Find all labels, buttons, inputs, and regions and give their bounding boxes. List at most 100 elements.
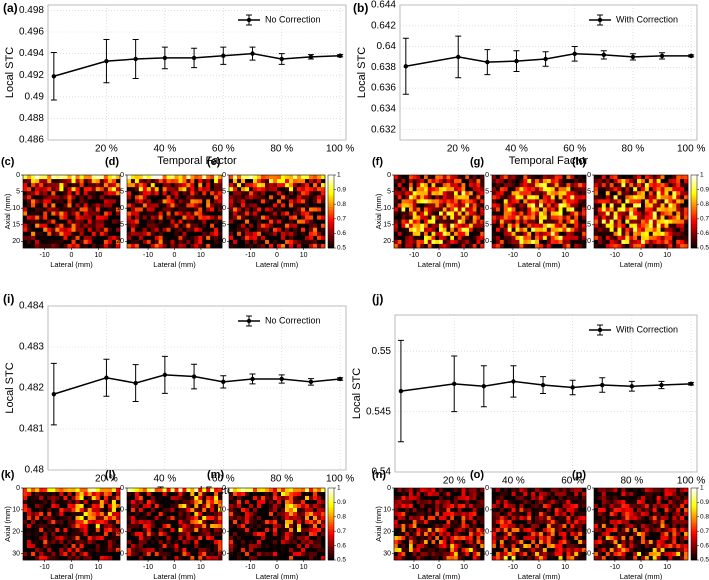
heatmap-cell	[424, 211, 429, 216]
heatmap-cell	[285, 540, 290, 545]
heatmap-cell	[194, 243, 199, 249]
heatmap-cell	[454, 532, 459, 537]
heatmap-cell	[539, 207, 544, 212]
heatmap-image	[492, 488, 587, 561]
heatmap-cell	[394, 203, 399, 208]
heatmap-cell	[613, 187, 618, 192]
heatmap-cell	[198, 552, 203, 557]
heatmap-cell	[412, 223, 417, 229]
heatmap-cell	[229, 235, 234, 241]
heatmap-cell	[59, 207, 64, 212]
heatmap-cell	[469, 215, 474, 220]
heatmap-cell	[273, 203, 278, 208]
heatmap-cell	[130, 215, 136, 220]
heatmap-cell	[574, 239, 579, 245]
heatmap-cell	[550, 223, 555, 229]
heatmap-cell	[499, 191, 505, 196]
heatmap-cell	[515, 187, 520, 192]
heatmap-cell	[27, 243, 32, 249]
heatmap-cell	[51, 536, 56, 541]
heatmap-cell	[313, 203, 318, 208]
heatmap-cell	[523, 203, 528, 208]
heatmap-cell	[446, 191, 451, 196]
heatmap-cell	[546, 227, 552, 233]
heatmap-cell	[91, 528, 97, 533]
heatmap-cell	[680, 195, 685, 200]
heatmap-cell	[397, 488, 402, 493]
heatmap-cell	[115, 536, 121, 541]
heatmap-cell	[601, 179, 607, 184]
heatmap-cell	[472, 243, 477, 249]
heatmap-cell	[182, 508, 187, 513]
heatmap-cell	[150, 243, 156, 249]
heatmap-cell	[301, 520, 306, 525]
heatmap-cell	[285, 191, 290, 196]
heatmap-cell	[134, 492, 140, 497]
heatmap-cell	[71, 191, 76, 196]
heatmap-cell	[130, 223, 136, 229]
heatmap-cell	[281, 187, 286, 192]
colorbar-segment	[691, 211, 697, 215]
heatmap-cell	[241, 191, 246, 196]
heatmap-cell	[35, 500, 40, 505]
heatmap-cell	[660, 175, 665, 180]
heatmap-cell	[194, 235, 199, 241]
heatmap-cell	[570, 223, 575, 229]
heatmap-cell	[511, 496, 516, 501]
heatmap-cell	[178, 183, 183, 188]
heatmap-cell	[439, 183, 444, 188]
heatmap-cell	[519, 243, 524, 249]
heatmap-cell	[218, 235, 223, 241]
heatmap-cell	[190, 207, 195, 212]
heatmap-cell	[31, 187, 36, 192]
heatmap-cell	[43, 520, 48, 525]
heatmap-cell	[566, 175, 571, 180]
heatmap-cell	[409, 211, 414, 216]
heatmap-cell	[605, 231, 610, 237]
heatmap-cell	[111, 179, 117, 184]
y-tick-label: 30	[218, 550, 226, 557]
heatmap-cell	[644, 231, 650, 237]
heatmap-cell	[597, 183, 603, 188]
heatmap-cell	[648, 211, 654, 216]
heatmap-cell	[570, 191, 575, 196]
heatmap-cell	[115, 207, 121, 212]
heatmap-cell	[277, 243, 282, 249]
heatmap-cell	[472, 183, 477, 188]
heatmap-cell	[265, 235, 270, 241]
heatmap-cell	[313, 532, 318, 537]
heatmap-cell	[454, 508, 459, 513]
heatmap-cell	[107, 504, 113, 509]
heatmap-cell	[523, 215, 528, 220]
heatmap-cell	[27, 239, 32, 245]
heatmap-cell	[245, 540, 250, 545]
heatmap-cell	[457, 203, 462, 208]
heatmap-cell	[668, 243, 673, 249]
heatmap-cell	[582, 235, 587, 241]
heatmap-cell	[609, 239, 614, 245]
heatmap-cell	[574, 215, 579, 220]
y-tick-label: 0	[120, 172, 124, 179]
heatmap-cell	[405, 512, 410, 517]
heatmap-cell	[43, 235, 48, 241]
heatmap-cell	[420, 556, 425, 561]
heatmap-cell	[186, 556, 191, 561]
heatmap-cell	[83, 243, 88, 249]
heatmap-cell	[218, 211, 223, 216]
heatmap-cell	[261, 191, 266, 196]
heatmap-cell	[535, 488, 540, 493]
heatmap-cell	[47, 239, 52, 245]
heatmap-cell	[206, 528, 211, 533]
heatmap-cell	[142, 179, 148, 184]
colorbar-segment	[691, 238, 697, 241]
heatmap-cell	[515, 496, 520, 501]
heatmap-cell	[656, 227, 661, 233]
panel-label: (m)	[207, 469, 224, 481]
heatmap-cell	[613, 183, 618, 188]
heatmap-cell	[229, 175, 234, 180]
heatmap-cell	[535, 175, 540, 180]
heatmap-image	[229, 488, 326, 561]
y-axis-label: Axial (mm)	[3, 506, 12, 542]
heatmap-cell	[75, 243, 80, 249]
heatmap-cell	[170, 223, 175, 229]
